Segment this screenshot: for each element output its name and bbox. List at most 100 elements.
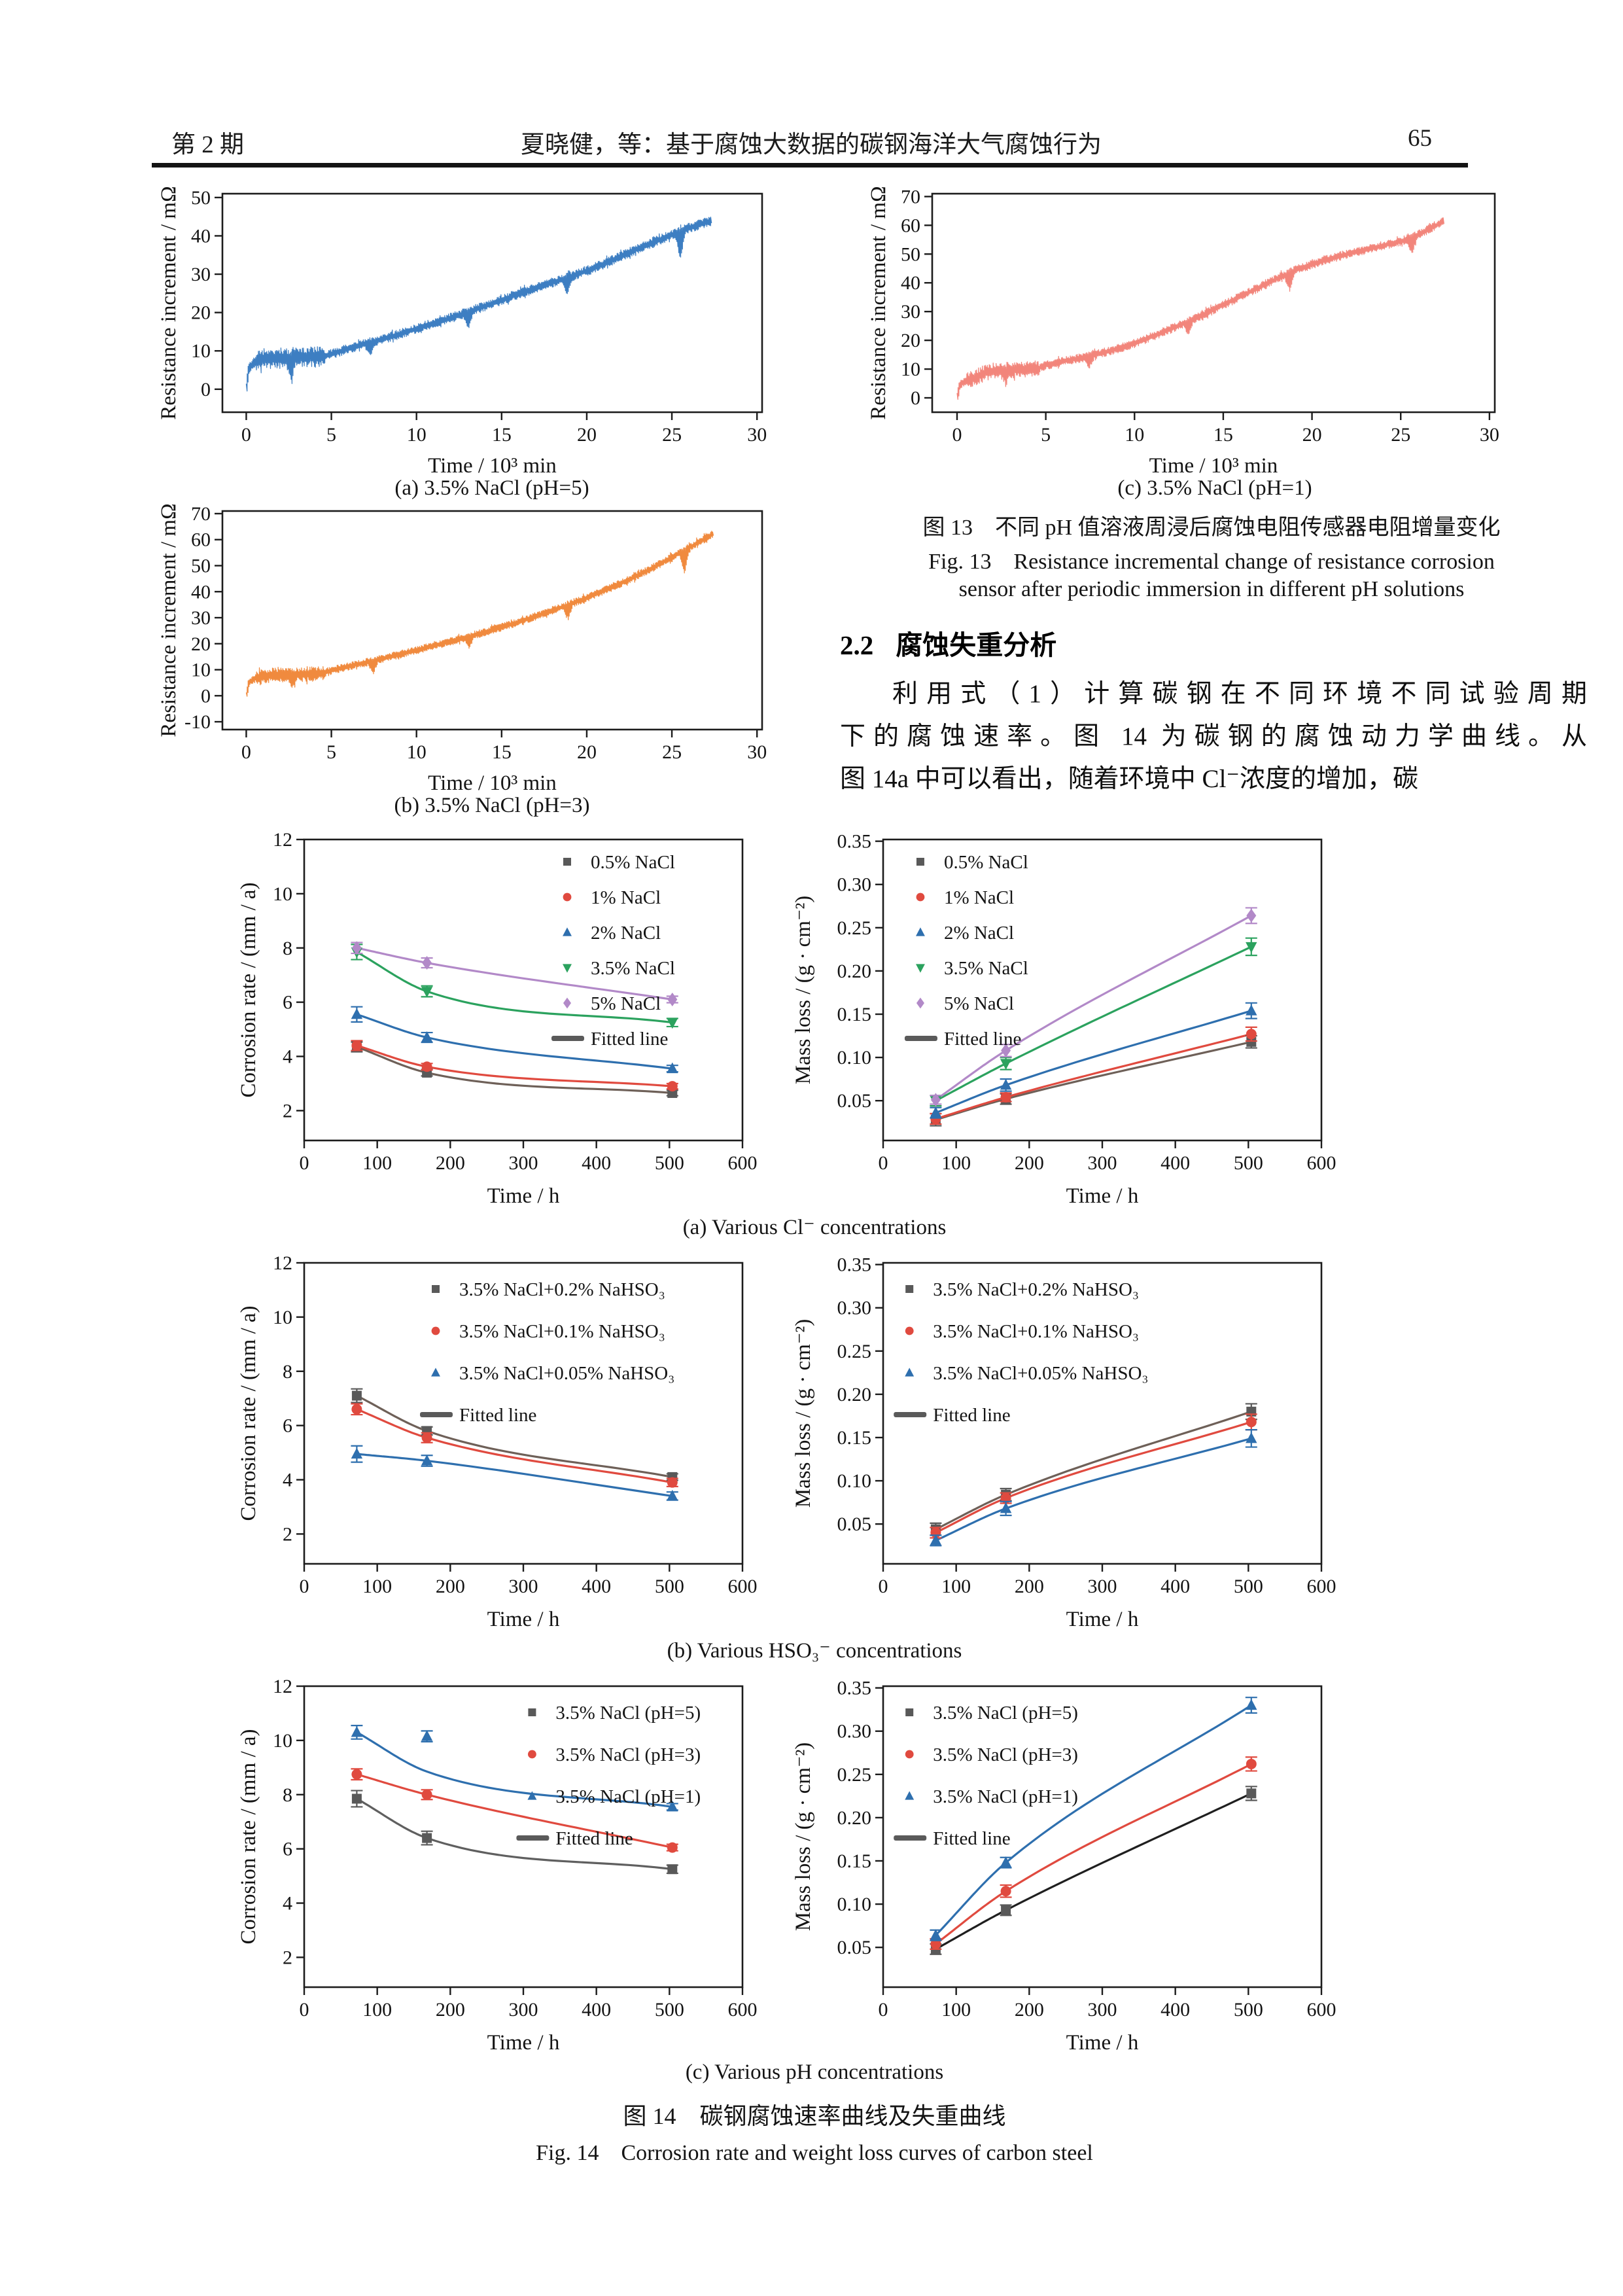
svg-text:0: 0 <box>241 741 251 763</box>
svg-text:2: 2 <box>283 1947 292 1968</box>
svg-text:0.10: 0.10 <box>837 1894 872 1915</box>
svg-text:10: 10 <box>407 424 427 446</box>
svg-text:10: 10 <box>407 741 427 763</box>
svg-text:Resistance increment / mΩ: Resistance increment / mΩ <box>157 186 181 419</box>
svg-text:15: 15 <box>1213 424 1233 446</box>
fig14c-corrosion-rate-chart: 0 100 200 300 400 500 600 2 4 6 8 10 12 Corrosion rat… <box>229 1668 759 2090</box>
svg-text:400: 400 <box>1161 1999 1190 2021</box>
svg-text:0.10: 0.10 <box>837 1047 872 1069</box>
svg-text:Time / h: Time / h <box>1066 2031 1139 2055</box>
svg-text:20: 20 <box>1302 424 1322 446</box>
svg-text:0: 0 <box>201 685 211 707</box>
svg-text:1% NaCl: 1% NaCl <box>591 887 661 908</box>
svg-text:2: 2 <box>283 1100 292 1122</box>
svg-text:400: 400 <box>582 1999 611 2021</box>
header-issue: 第 2 期 <box>171 132 244 158</box>
section-heading: 2.2 腐蚀失重分析 <box>840 623 1056 662</box>
svg-text:50: 50 <box>191 187 211 209</box>
svg-text:5% NaCl: 5% NaCl <box>944 993 1014 1014</box>
svg-text:40: 40 <box>901 272 920 294</box>
fig13-chart-ph5: 0 5 10 15 20 25 30 0 10 20 30 40 50 Resistance increm… <box>147 182 778 499</box>
svg-text:100: 100 <box>941 1576 971 1597</box>
svg-text:20: 20 <box>191 633 211 655</box>
svg-text:Corrosion rate / (mm / a): Corrosion rate / (mm / a) <box>237 882 260 1097</box>
svg-text:100: 100 <box>362 1999 392 2021</box>
svg-text:70: 70 <box>901 186 920 207</box>
svg-text:1% NaCl: 1% NaCl <box>944 887 1014 908</box>
svg-text:3.5% NaCl (pH=1): 3.5% NaCl (pH=1) <box>933 1786 1078 1807</box>
svg-text:0.10: 0.10 <box>837 1470 872 1492</box>
fig13-chart-ph1: 0 5 10 15 20 25 30 0 10 20 30 40 50 60 70 Resistance in… <box>850 182 1511 499</box>
svg-text:8: 8 <box>283 1361 292 1383</box>
body-paragraph: 利用式（1）计算碳钢在不同环境不同试验周期 下的腐蚀速率。图 14 为碳钢的腐蚀… <box>840 673 1587 800</box>
svg-text:3.5% NaCl: 3.5% NaCl <box>944 958 1028 979</box>
svg-text:3.5% NaCl+0.05% NaHSO₃: 3.5% NaCl+0.05% NaHSO₃ <box>459 1363 674 1384</box>
svg-text:0.05: 0.05 <box>837 1513 872 1535</box>
svg-text:10: 10 <box>273 1307 292 1328</box>
svg-text:30: 30 <box>191 264 211 285</box>
fig14-caption-en: Fig. 14 Corrosion rate and weight loss c… <box>536 2141 1093 2165</box>
svg-text:Fitted line: Fitted line <box>555 1828 633 1849</box>
svg-text:8: 8 <box>283 938 292 959</box>
svg-text:600: 600 <box>1307 1152 1336 1174</box>
svg-text:0.25: 0.25 <box>837 917 872 939</box>
svg-text:300: 300 <box>509 1999 538 2021</box>
fig14a-corrosion-rate-chart: 0 100 200 300 400 500 600 2 4 6 8 10 12 Corrosion rat… <box>229 821 759 1243</box>
fig14-caption-zh: 图 14 碳钢腐蚀速率曲线及失重曲线 <box>623 2103 1006 2129</box>
svg-text:8: 8 <box>283 1784 292 1806</box>
paragraph-line: 下的腐蚀速率。图 14 为碳钢的腐蚀动力学曲线。从 <box>840 722 1587 751</box>
svg-text:0.35: 0.35 <box>837 831 872 853</box>
fig14-caption-row-c: (c) Various pH concentrations <box>685 2060 944 2084</box>
svg-text:0.5% NaCl: 0.5% NaCl <box>591 852 675 873</box>
svg-text:Corrosion rate / (mm / a): Corrosion rate / (mm / a) <box>237 1729 260 1944</box>
svg-text:600: 600 <box>728 1576 758 1597</box>
svg-text:600: 600 <box>1307 1999 1336 2021</box>
svg-text:0: 0 <box>300 1999 309 2021</box>
svg-text:-10: -10 <box>184 711 211 733</box>
svg-text:400: 400 <box>1161 1576 1190 1597</box>
svg-text:5: 5 <box>326 741 336 763</box>
svg-text:30: 30 <box>901 301 920 323</box>
svg-text:0.20: 0.20 <box>837 1384 872 1405</box>
svg-text:Time / 10³ min: Time / 10³ min <box>1149 454 1278 478</box>
svg-text:6: 6 <box>283 992 292 1014</box>
svg-text:Mass loss / (g · cm⁻²): Mass loss / (g · cm⁻²) <box>792 896 815 1085</box>
svg-text:20: 20 <box>577 741 597 763</box>
fig14b-corrosion-rate-chart: 0 100 200 300 400 500 600 2 4 6 8 10 12 Corrosion rat… <box>229 1245 759 1667</box>
svg-text:50: 50 <box>901 243 920 265</box>
svg-text:0.5% NaCl: 0.5% NaCl <box>944 852 1028 873</box>
svg-text:10: 10 <box>273 1730 292 1752</box>
svg-text:3.5% NaCl (pH=5): 3.5% NaCl (pH=5) <box>933 1703 1078 1723</box>
svg-text:3.5% NaCl+0.2% NaHSO₃: 3.5% NaCl+0.2% NaHSO₃ <box>933 1279 1139 1300</box>
svg-text:20: 20 <box>191 302 211 324</box>
svg-text:0: 0 <box>300 1576 309 1597</box>
fig14a-mass-loss-chart: 0 100 200 300 400 500 600 0.05 0.10 0.15 0.20 0.25 0… <box>785 821 1348 1243</box>
svg-text:Resistance increment / mΩ: Resistance increment / mΩ <box>867 186 890 419</box>
svg-text:20: 20 <box>577 424 597 446</box>
svg-text:200: 200 <box>1015 1152 1044 1174</box>
svg-text:Time / h: Time / h <box>1066 1608 1139 1631</box>
svg-text:3.5% NaCl (pH=1): 3.5% NaCl (pH=1) <box>555 1786 701 1807</box>
fig13-chart-ph3: 0 5 10 15 20 25 30 -10 0 10 20 30 40 50 60 70 Resistance… <box>147 499 778 817</box>
svg-text:3.5% NaCl+0.05% NaHSO₃: 3.5% NaCl+0.05% NaHSO₃ <box>933 1363 1148 1384</box>
svg-text:25: 25 <box>662 741 682 763</box>
svg-text:6: 6 <box>283 1839 292 1860</box>
svg-text:10: 10 <box>901 359 920 380</box>
svg-text:40: 40 <box>191 225 211 247</box>
svg-text:500: 500 <box>1234 1999 1263 2021</box>
svg-text:10: 10 <box>191 340 211 362</box>
svg-text:Mass loss / (g · cm⁻²): Mass loss / (g · cm⁻²) <box>792 1319 815 1508</box>
svg-text:3.5% NaCl (pH=3): 3.5% NaCl (pH=3) <box>933 1744 1078 1765</box>
fig14-caption-row-a: (a) Various Cl⁻ concentrations <box>682 1216 947 1239</box>
svg-text:0.05: 0.05 <box>837 1090 872 1112</box>
svg-text:15: 15 <box>492 424 512 446</box>
fig13-caption-c: (c) 3.5% NaCl (pH=1) <box>1117 476 1312 500</box>
svg-text:2% NaCl: 2% NaCl <box>944 923 1014 944</box>
svg-text:60: 60 <box>191 529 211 551</box>
svg-text:Time / 10³ min: Time / 10³ min <box>428 454 557 478</box>
svg-text:30: 30 <box>1480 424 1499 446</box>
svg-text:100: 100 <box>941 1152 971 1174</box>
svg-text:Fitted line: Fitted line <box>459 1405 536 1426</box>
fig14c-mass-loss-chart: 0 100 200 300 400 500 600 0.05 0.10 0.15 0.20 0.25 0… <box>785 1668 1348 2090</box>
